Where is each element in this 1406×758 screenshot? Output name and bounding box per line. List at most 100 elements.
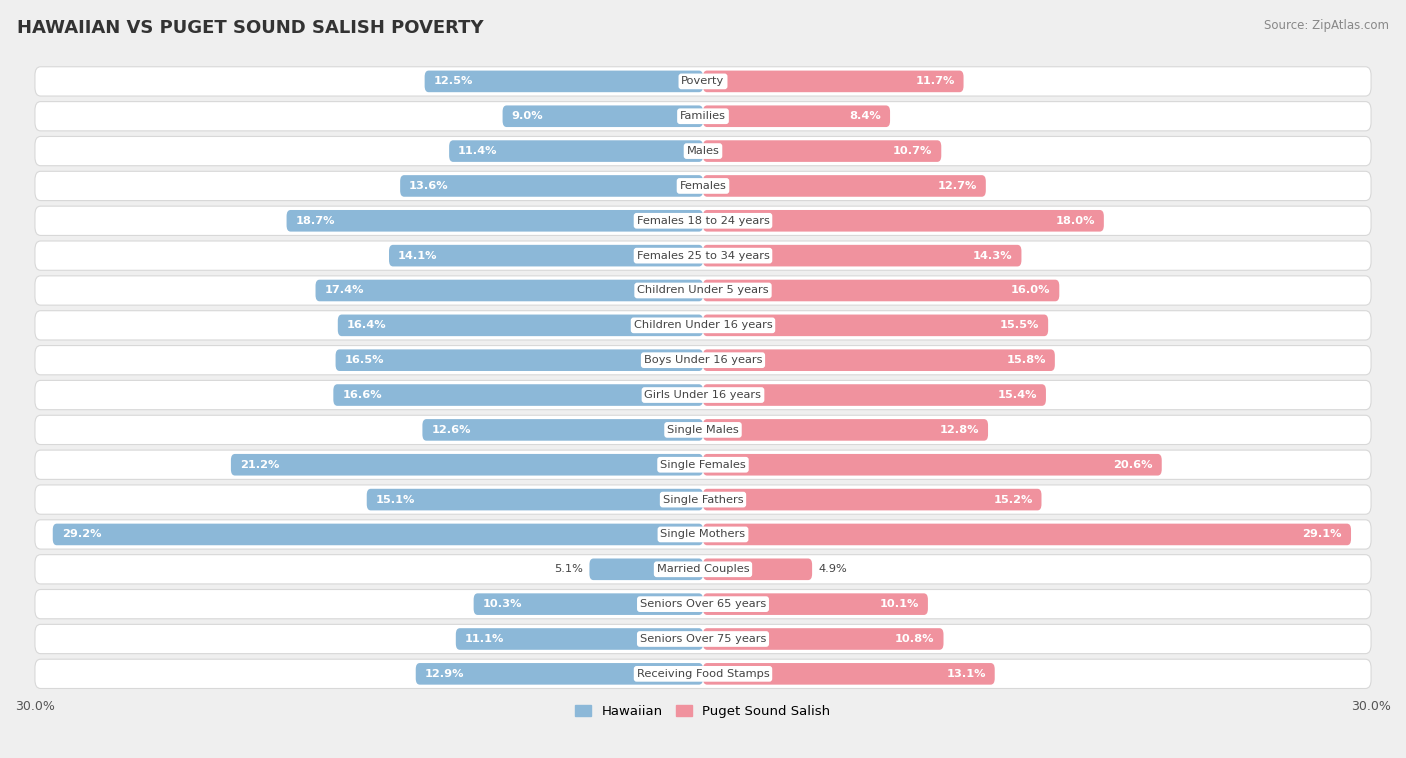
FancyBboxPatch shape: [35, 276, 1371, 305]
Text: 16.0%: 16.0%: [1011, 286, 1050, 296]
Text: Single Males: Single Males: [666, 425, 740, 435]
Text: 5.1%: 5.1%: [554, 564, 582, 575]
FancyBboxPatch shape: [35, 136, 1371, 166]
Text: 14.1%: 14.1%: [398, 251, 437, 261]
FancyBboxPatch shape: [333, 384, 703, 406]
FancyBboxPatch shape: [422, 419, 703, 440]
Text: 13.1%: 13.1%: [946, 669, 986, 679]
FancyBboxPatch shape: [35, 520, 1371, 549]
FancyBboxPatch shape: [287, 210, 703, 232]
Text: 29.1%: 29.1%: [1302, 529, 1343, 540]
FancyBboxPatch shape: [336, 349, 703, 371]
Text: Males: Males: [686, 146, 720, 156]
Text: Seniors Over 75 years: Seniors Over 75 years: [640, 634, 766, 644]
FancyBboxPatch shape: [456, 628, 703, 650]
Text: 15.8%: 15.8%: [1007, 356, 1046, 365]
FancyBboxPatch shape: [35, 206, 1371, 236]
Text: Families: Families: [681, 111, 725, 121]
FancyBboxPatch shape: [416, 663, 703, 684]
FancyBboxPatch shape: [389, 245, 703, 267]
FancyBboxPatch shape: [703, 489, 1042, 510]
FancyBboxPatch shape: [35, 241, 1371, 271]
Text: 11.7%: 11.7%: [915, 77, 955, 86]
FancyBboxPatch shape: [703, 105, 890, 127]
Text: 12.7%: 12.7%: [938, 181, 977, 191]
Text: 18.7%: 18.7%: [295, 216, 335, 226]
FancyBboxPatch shape: [703, 140, 941, 162]
Text: 15.2%: 15.2%: [993, 494, 1032, 505]
FancyBboxPatch shape: [589, 559, 703, 580]
Text: 8.4%: 8.4%: [849, 111, 882, 121]
Text: Females 25 to 34 years: Females 25 to 34 years: [637, 251, 769, 261]
Text: 12.6%: 12.6%: [432, 425, 471, 435]
Text: 4.9%: 4.9%: [818, 564, 848, 575]
Text: Children Under 5 years: Children Under 5 years: [637, 286, 769, 296]
FancyBboxPatch shape: [703, 384, 1046, 406]
FancyBboxPatch shape: [35, 67, 1371, 96]
Text: 11.4%: 11.4%: [458, 146, 498, 156]
FancyBboxPatch shape: [474, 594, 703, 615]
Text: 12.8%: 12.8%: [939, 425, 979, 435]
FancyBboxPatch shape: [703, 454, 1161, 475]
FancyBboxPatch shape: [35, 311, 1371, 340]
FancyBboxPatch shape: [703, 594, 928, 615]
Text: 18.0%: 18.0%: [1056, 216, 1095, 226]
FancyBboxPatch shape: [35, 346, 1371, 374]
Legend: Hawaiian, Puget Sound Salish: Hawaiian, Puget Sound Salish: [569, 700, 837, 723]
FancyBboxPatch shape: [449, 140, 703, 162]
Text: 29.2%: 29.2%: [62, 529, 101, 540]
Text: 12.9%: 12.9%: [425, 669, 464, 679]
Text: 16.4%: 16.4%: [347, 321, 387, 330]
FancyBboxPatch shape: [703, 419, 988, 440]
Text: 16.5%: 16.5%: [344, 356, 384, 365]
Text: 10.1%: 10.1%: [880, 599, 920, 609]
Text: 13.6%: 13.6%: [409, 181, 449, 191]
FancyBboxPatch shape: [35, 659, 1371, 688]
FancyBboxPatch shape: [35, 102, 1371, 131]
FancyBboxPatch shape: [703, 524, 1351, 545]
Text: 15.4%: 15.4%: [997, 390, 1038, 400]
FancyBboxPatch shape: [502, 105, 703, 127]
Text: Single Females: Single Females: [661, 460, 745, 470]
Text: 10.8%: 10.8%: [896, 634, 935, 644]
Text: 14.3%: 14.3%: [973, 251, 1012, 261]
Text: 10.3%: 10.3%: [482, 599, 522, 609]
Text: 20.6%: 20.6%: [1114, 460, 1153, 470]
FancyBboxPatch shape: [35, 485, 1371, 514]
FancyBboxPatch shape: [367, 489, 703, 510]
Text: Boys Under 16 years: Boys Under 16 years: [644, 356, 762, 365]
Text: Single Fathers: Single Fathers: [662, 494, 744, 505]
FancyBboxPatch shape: [703, 210, 1104, 232]
FancyBboxPatch shape: [315, 280, 703, 301]
Text: 17.4%: 17.4%: [325, 286, 364, 296]
FancyBboxPatch shape: [35, 625, 1371, 653]
Text: Children Under 16 years: Children Under 16 years: [634, 321, 772, 330]
Text: Females: Females: [679, 181, 727, 191]
Text: Receiving Food Stamps: Receiving Food Stamps: [637, 669, 769, 679]
Text: Seniors Over 65 years: Seniors Over 65 years: [640, 599, 766, 609]
FancyBboxPatch shape: [703, 628, 943, 650]
FancyBboxPatch shape: [35, 171, 1371, 201]
FancyBboxPatch shape: [35, 381, 1371, 409]
FancyBboxPatch shape: [337, 315, 703, 336]
FancyBboxPatch shape: [703, 70, 963, 92]
FancyBboxPatch shape: [703, 280, 1059, 301]
FancyBboxPatch shape: [231, 454, 703, 475]
Text: Females 18 to 24 years: Females 18 to 24 years: [637, 216, 769, 226]
Text: 10.7%: 10.7%: [893, 146, 932, 156]
FancyBboxPatch shape: [703, 559, 813, 580]
Text: Single Mothers: Single Mothers: [661, 529, 745, 540]
Text: HAWAIIAN VS PUGET SOUND SALISH POVERTY: HAWAIIAN VS PUGET SOUND SALISH POVERTY: [17, 19, 484, 37]
FancyBboxPatch shape: [35, 415, 1371, 444]
Text: 9.0%: 9.0%: [512, 111, 543, 121]
FancyBboxPatch shape: [703, 315, 1047, 336]
Text: Poverty: Poverty: [682, 77, 724, 86]
Text: Girls Under 16 years: Girls Under 16 years: [644, 390, 762, 400]
Text: 11.1%: 11.1%: [465, 634, 505, 644]
Text: Source: ZipAtlas.com: Source: ZipAtlas.com: [1264, 19, 1389, 32]
FancyBboxPatch shape: [703, 349, 1054, 371]
FancyBboxPatch shape: [35, 590, 1371, 619]
Text: 16.6%: 16.6%: [342, 390, 382, 400]
FancyBboxPatch shape: [35, 450, 1371, 479]
Text: 12.5%: 12.5%: [433, 77, 472, 86]
